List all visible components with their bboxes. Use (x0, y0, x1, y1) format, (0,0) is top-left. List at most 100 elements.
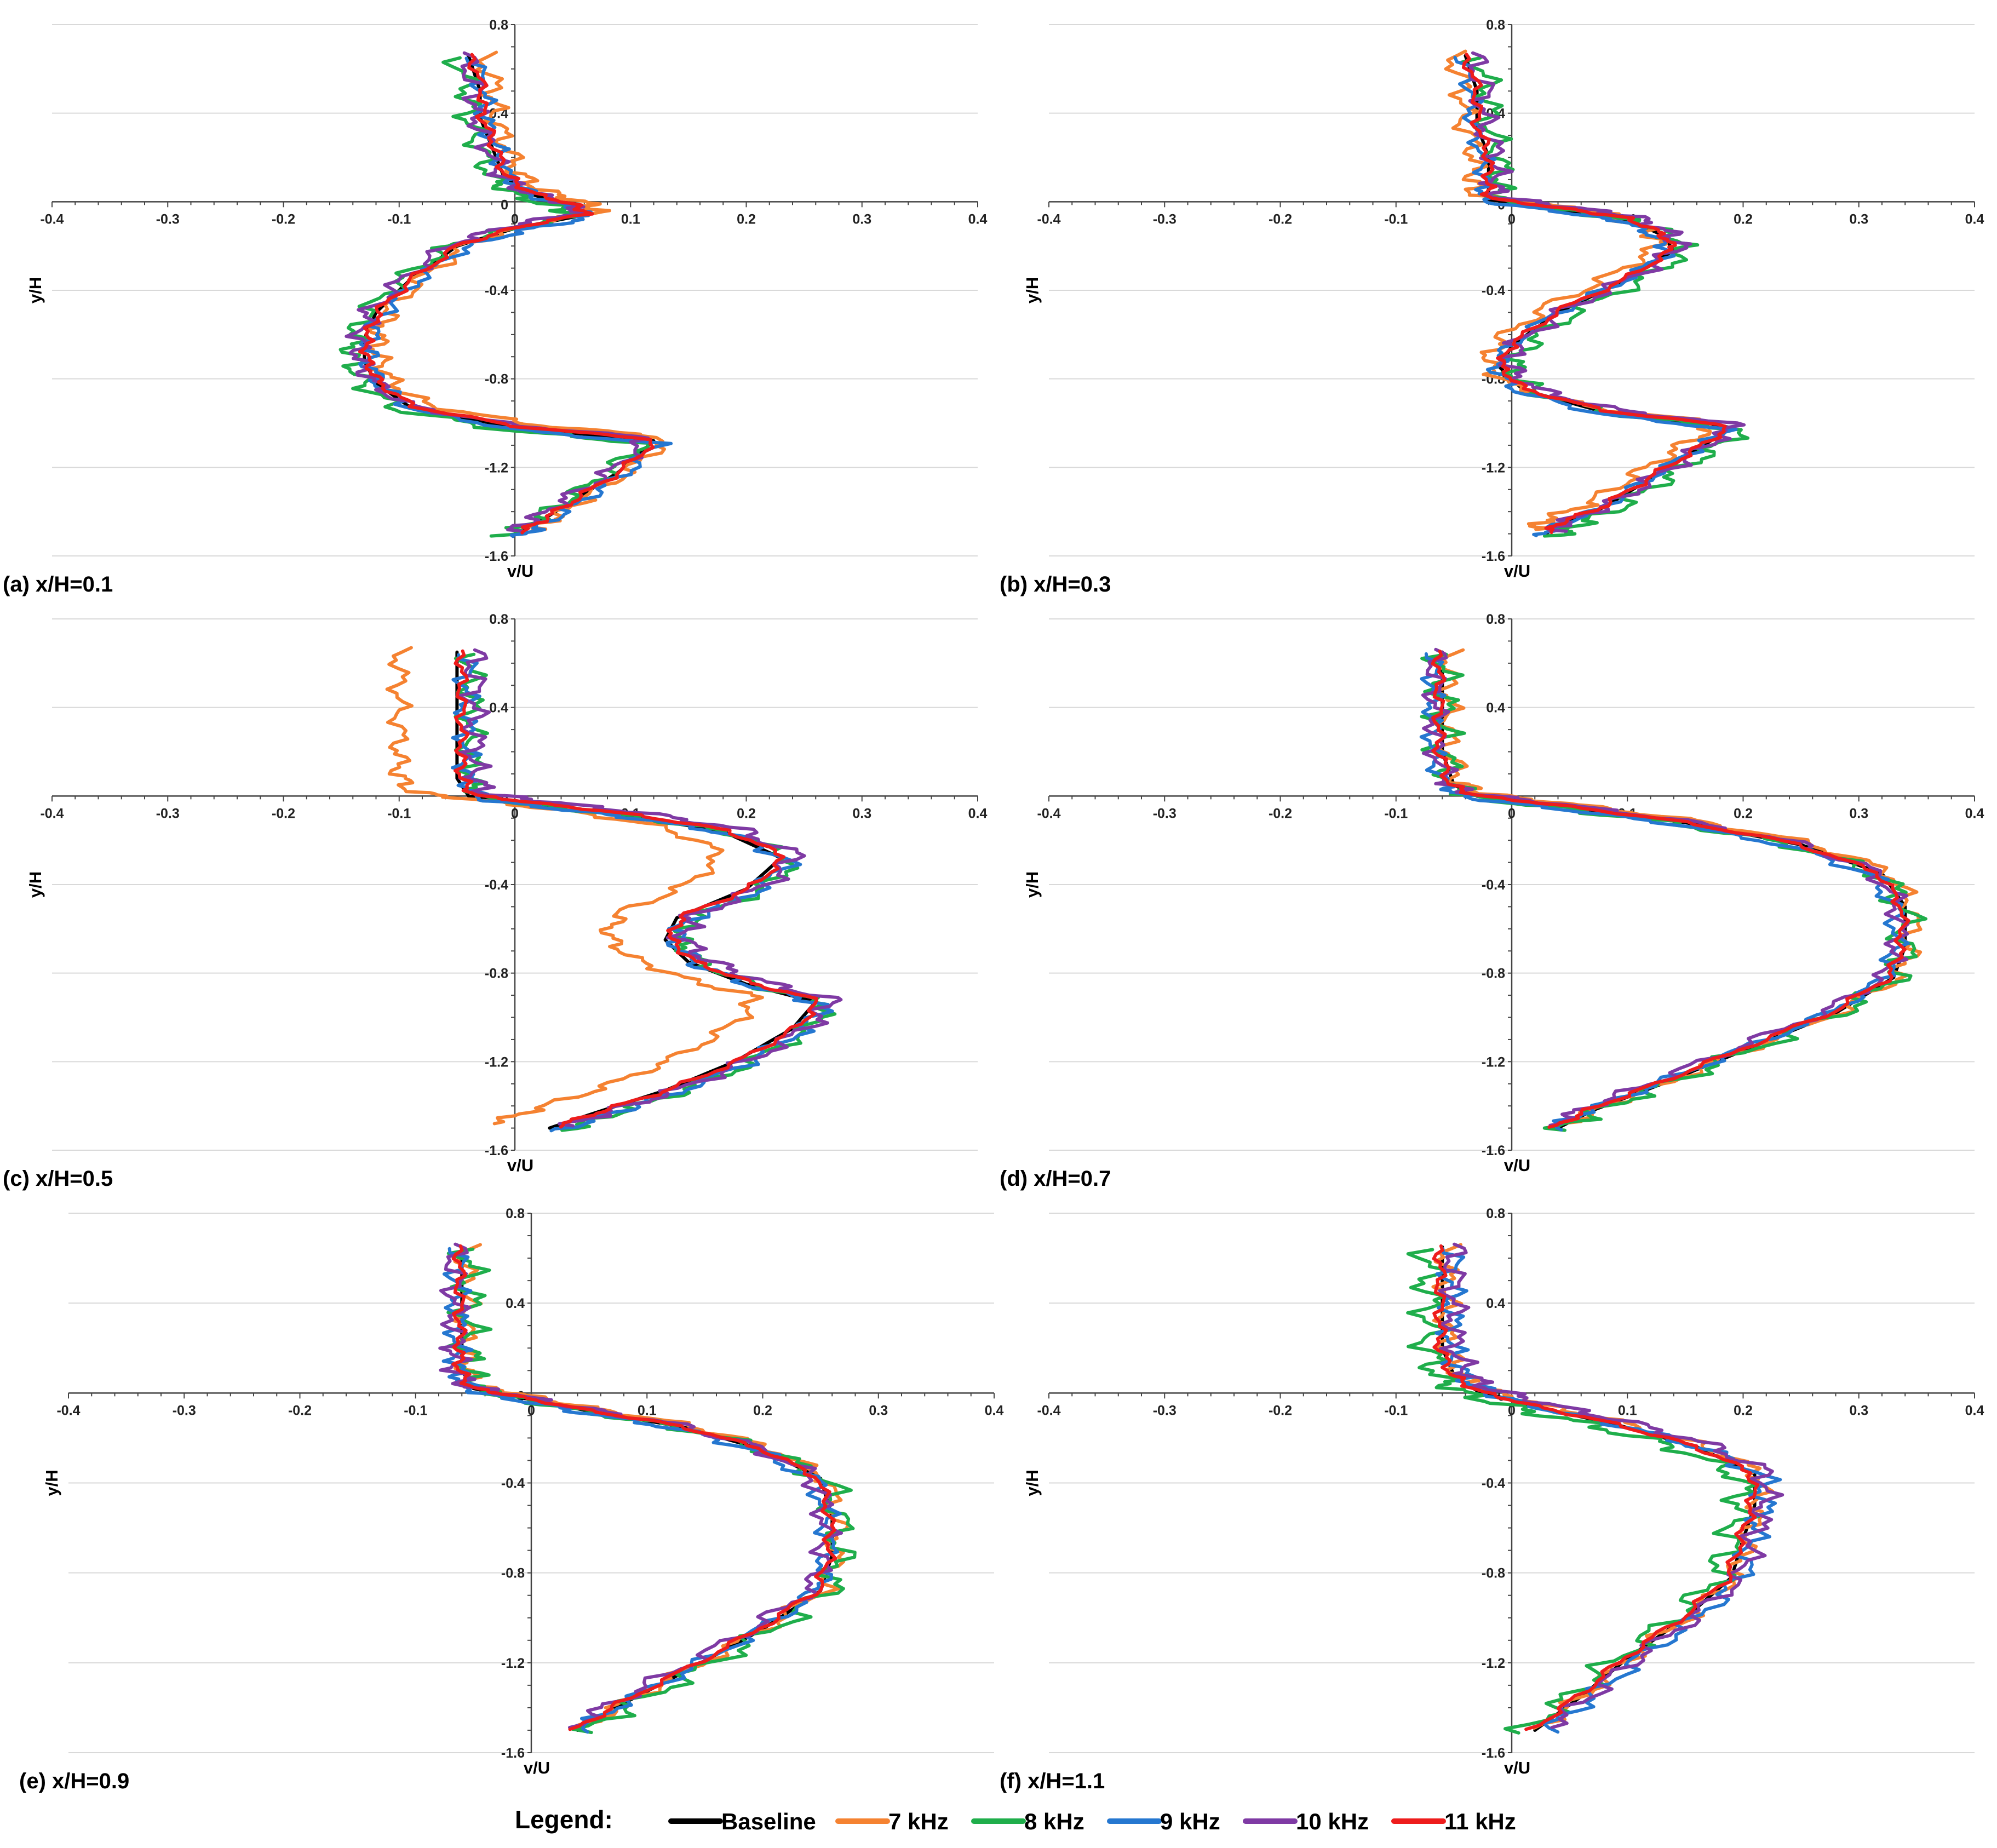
x-tick-label: -0.4 (1037, 1403, 1060, 1418)
y-tick-label: 0.4 (489, 701, 508, 716)
x-tick-label: 0 (1508, 806, 1516, 821)
panel-1: -0.4 -0.3 -0.2 -0.1 0 0.1 0.2 0.3 0.40.80.40-0.4… (3, 18, 987, 596)
x-tick-label: -0.3 (1153, 1403, 1177, 1418)
y-tick-label: 0.8 (1486, 1206, 1505, 1221)
y-tick-label: -0.8 (501, 1566, 525, 1581)
x-tick-label: 0.3 (869, 1403, 888, 1418)
x-tick-label: 0.4 (1965, 1403, 1984, 1418)
x-tick-label: -0.4 (56, 1403, 80, 1418)
series-line-9-khz (451, 653, 834, 1133)
y-tick-label: -0.4 (1482, 877, 1505, 893)
x-tick-label: -0.4 (1037, 806, 1060, 821)
legend-entry-label: Baseline (721, 1809, 816, 1834)
panel-2: -0.4 -0.3 -0.2 -0.1 0 0.1 0.2 0.3 0.40.80.40-0.4… (1000, 18, 1984, 596)
series-line-8-khz (338, 56, 650, 538)
panel-label: (f) x/H=1.1 (1000, 1769, 1105, 1793)
x-tick-label: -0.2 (1269, 211, 1292, 227)
y-axis-label: y/H (1023, 1470, 1042, 1496)
y-tick-label: -1.2 (485, 460, 508, 475)
y-tick-label: 0.8 (506, 1206, 525, 1221)
y-tick-label: -1.6 (1482, 1143, 1505, 1158)
x-tick-label: 0.4 (985, 1403, 1004, 1418)
x-tick-label: 0.3 (852, 211, 871, 227)
x-tick-label: 0.4 (1965, 211, 1984, 227)
series-line-10-khz (457, 648, 843, 1128)
series-line-11-khz (1462, 53, 1727, 535)
x-tick-label: -0.3 (173, 1403, 196, 1418)
x-tick-label: -0.3 (1153, 211, 1177, 227)
y-tick-label: -1.6 (501, 1746, 525, 1761)
y-tick-label: -0.4 (501, 1476, 525, 1491)
y-tick-label: -1.6 (1482, 549, 1505, 564)
panel-label: (e) x/H=0.9 (19, 1769, 129, 1793)
x-axis-label: v/U (507, 561, 533, 581)
series-line-11-khz (1431, 650, 1910, 1129)
x-tick-label: 0.2 (1734, 806, 1753, 821)
x-tick-label: -0.3 (156, 211, 180, 227)
y-tick-label: 0 (501, 197, 508, 213)
panel-label: (b) x/H=0.3 (1000, 572, 1111, 596)
y-tick-label: 0.4 (1486, 701, 1505, 716)
x-tick-label: -0.4 (1037, 211, 1060, 227)
y-tick-label: -1.2 (1482, 460, 1505, 475)
y-tick-label: 0.8 (1486, 18, 1505, 33)
series-line-11-khz (358, 53, 655, 535)
x-tick-label: -0.3 (1153, 806, 1177, 821)
series-line-8-khz (1406, 1248, 1760, 1735)
x-tick-label: 0 (527, 1403, 535, 1418)
panel-label: (c) x/H=0.5 (3, 1167, 113, 1191)
y-axis-label: y/H (42, 1470, 61, 1496)
x-tick-label: -0.1 (387, 211, 411, 227)
x-tick-label: 0.2 (737, 806, 756, 821)
y-tick-label: -0.8 (485, 966, 508, 982)
series-line-7-khz (1444, 49, 1714, 531)
x-tick-label: -0.2 (1269, 806, 1292, 821)
series-line-9-khz (1434, 1247, 1782, 1734)
x-tick-label: 0.2 (753, 1403, 772, 1418)
x-tick-label: 0 (511, 806, 519, 821)
series-line-11-khz (451, 1244, 837, 1731)
x-tick-label: 0 (1508, 1403, 1516, 1418)
panel-3: -0.4 -0.3 -0.2 -0.1 0 0.1 0.2 0.3 0.40.80.40-0.4… (3, 612, 987, 1191)
x-tick-label: 0.2 (737, 211, 756, 227)
x-tick-label: 0.3 (1849, 1403, 1868, 1418)
x-tick-label: 0.4 (968, 211, 988, 227)
legend-entry-label: 10 kHz (1296, 1809, 1369, 1834)
x-tick-label: 0.3 (852, 806, 871, 821)
series-line-7-khz (1431, 1243, 1775, 1730)
legend-entry-label: 8 kHz (1024, 1809, 1084, 1834)
y-axis-label: y/H (1023, 277, 1042, 303)
y-tick-label: -0.8 (1482, 966, 1505, 982)
y-tick-label: 0.8 (1486, 612, 1505, 627)
x-tick-label: -0.1 (387, 806, 411, 821)
panel-6: -0.4 -0.3 -0.2 -0.1 0 0.1 0.2 0.3 0.40.80.40-0.4… (1000, 1206, 1984, 1793)
y-tick-label: -1.6 (485, 549, 508, 564)
x-tick-label: -0.1 (404, 1403, 427, 1418)
x-tick-label: -0.3 (156, 806, 180, 821)
series-line-10-khz (1468, 51, 1746, 533)
panel-5: -0.4 -0.3 -0.2 -0.1 0 0.1 0.2 0.3 0.40.80.40-0.4… (19, 1206, 1003, 1793)
legend: Legend: Baseline 7 kHz 8 kHz 9 kHz 10 kHz 11 … (515, 1805, 1516, 1834)
x-tick-label: 0 (1508, 211, 1516, 227)
x-tick-label: -0.2 (288, 1403, 312, 1418)
x-tick-label: 0.2 (1734, 1403, 1753, 1418)
y-tick-label: -1.6 (485, 1143, 508, 1158)
y-tick-label: -1.2 (485, 1054, 508, 1070)
legend-entry-label: 11 kHz (1444, 1809, 1516, 1834)
x-tick-label: -0.4 (40, 211, 64, 227)
panel-label: (d) x/H=0.7 (1000, 1167, 1111, 1191)
y-tick-label: 0.8 (489, 18, 508, 33)
y-tick-label: -0.4 (1482, 1476, 1505, 1491)
x-axis-label: v/U (1504, 1156, 1530, 1175)
x-tick-label: 0.3 (1849, 806, 1868, 821)
y-tick-label: 0.8 (489, 612, 508, 627)
x-tick-label: -0.1 (1384, 211, 1408, 227)
series-line-7-khz (366, 50, 666, 532)
y-axis-label: y/H (26, 871, 45, 898)
y-tick-label: -0.8 (485, 372, 508, 387)
x-tick-label: -0.2 (272, 211, 295, 227)
legend-entry-label: 9 kHz (1160, 1809, 1220, 1834)
y-tick-label: -0.4 (1482, 283, 1505, 299)
